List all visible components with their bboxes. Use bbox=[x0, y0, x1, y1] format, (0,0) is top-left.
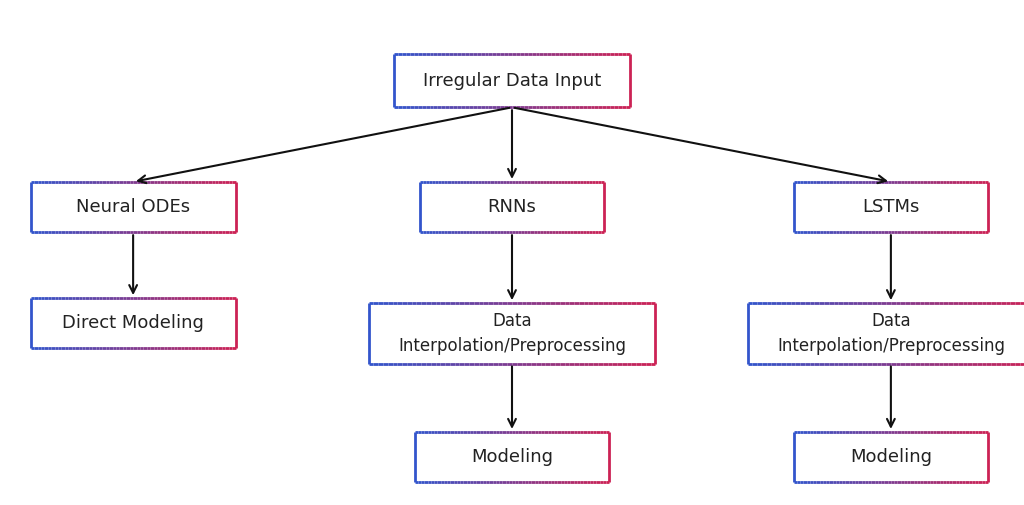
Text: Data
Interpolation/Preprocessing: Data Interpolation/Preprocessing bbox=[398, 312, 626, 355]
Text: Modeling: Modeling bbox=[471, 448, 553, 466]
Text: Irregular Data Input: Irregular Data Input bbox=[423, 72, 601, 90]
Text: Modeling: Modeling bbox=[850, 448, 932, 466]
Text: RNNs: RNNs bbox=[487, 198, 537, 216]
Text: LSTMs: LSTMs bbox=[862, 198, 920, 216]
Text: Neural ODEs: Neural ODEs bbox=[76, 198, 190, 216]
Text: Direct Modeling: Direct Modeling bbox=[62, 314, 204, 332]
Text: Data
Interpolation/Preprocessing: Data Interpolation/Preprocessing bbox=[777, 312, 1005, 355]
